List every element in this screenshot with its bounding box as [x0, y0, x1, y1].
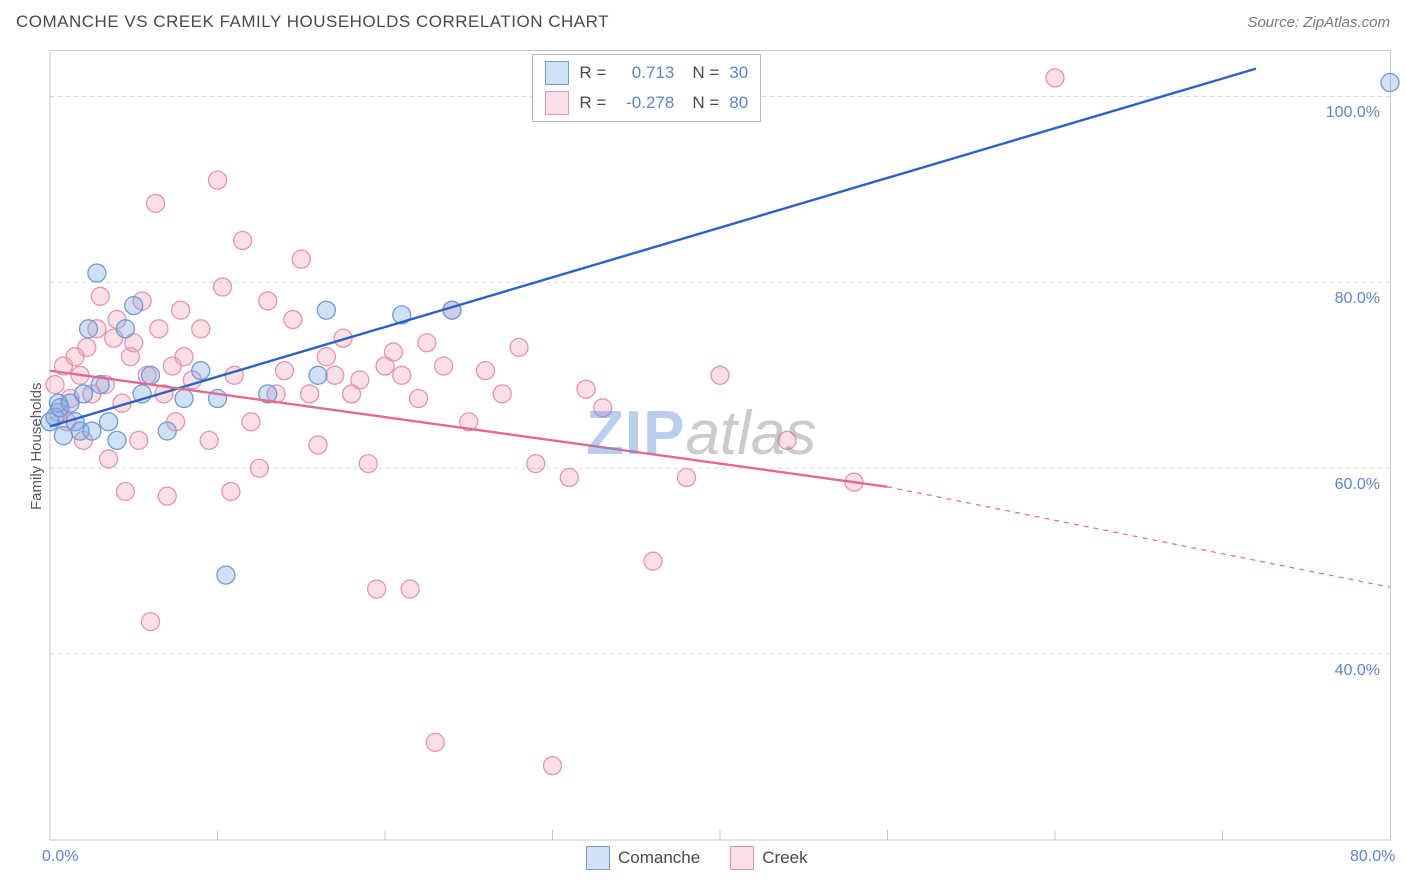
scatter-plot [50, 50, 1390, 840]
n-value: 80 [729, 93, 748, 113]
y-axis-label: Family Households [28, 382, 45, 510]
source-label: Source: ZipAtlas.com [1247, 14, 1390, 31]
legend-swatch [545, 91, 569, 115]
legend-swatch [730, 846, 754, 870]
correlation-legend: R = 0.713 N = 30 R = -0.278 N = 80 [532, 54, 761, 122]
legend-swatch [586, 846, 610, 870]
r-value: 0.713 [616, 63, 674, 83]
y-tick-label: 80.0% [1320, 290, 1380, 308]
series-legend-item: Comanche [586, 846, 700, 870]
y-tick-label: 60.0% [1320, 476, 1380, 494]
x-tick-label: 80.0% [1350, 848, 1395, 866]
series-legend-item: Creek [730, 846, 807, 870]
y-tick-label: 100.0% [1320, 104, 1380, 122]
correlation-legend-row: R = 0.713 N = 30 [545, 61, 748, 85]
r-value: -0.278 [616, 93, 674, 113]
series-legend-label: Creek [762, 848, 807, 868]
n-value: 30 [729, 63, 748, 83]
legend-swatch [545, 61, 569, 85]
n-label: N = [692, 93, 719, 113]
y-tick-label: 40.0% [1320, 662, 1380, 680]
r-label: R = [579, 63, 606, 83]
series-legend: Comanche Creek [586, 846, 808, 870]
n-label: N = [692, 63, 719, 83]
r-label: R = [579, 93, 606, 113]
series-legend-label: Comanche [618, 848, 700, 868]
correlation-legend-row: R = -0.278 N = 80 [545, 91, 748, 115]
chart-title: COMANCHE VS CREEK FAMILY HOUSEHOLDS CORR… [16, 12, 609, 31]
x-tick-label: 0.0% [42, 848, 78, 866]
